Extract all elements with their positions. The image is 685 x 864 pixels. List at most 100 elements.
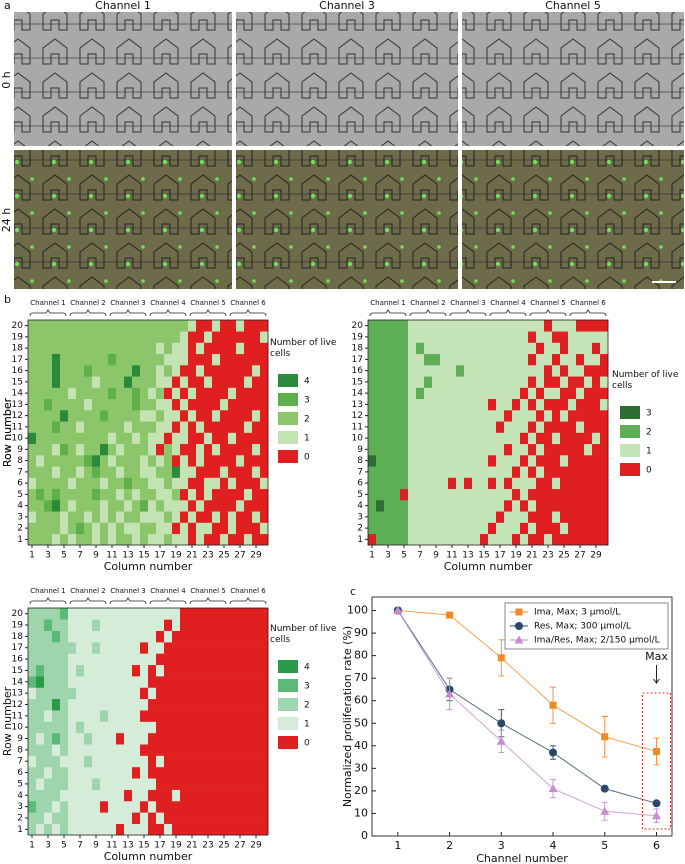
heatmap-cell [252,676,261,688]
heatmap-cell [480,398,489,411]
marker [445,689,455,698]
heatmap-cell [188,721,197,734]
heatmap-cell [116,398,125,411]
heatmap-cell [228,766,237,779]
legend-label: 2 [646,428,652,438]
heatmap-cell [92,331,101,343]
heatmap-cell [140,732,149,745]
legend-label: 1 [304,434,310,444]
heatmap-cell [44,676,53,688]
heatmap-cell [124,488,133,501]
heatmap-cell [28,511,37,523]
heatmap-cell [140,800,149,813]
heatmap-cell [44,710,53,722]
heatmap-cell [244,812,253,824]
heatmap-cell [244,455,253,467]
x-tick-label: 25 [558,551,569,561]
y-tick-label: 9 [357,445,363,455]
heatmap-cell [260,365,269,377]
heatmap-cell [544,398,553,411]
heatmap-cell [116,755,125,768]
heatmap-cell [188,342,197,355]
heatmap-cell [244,642,253,654]
heatmap-cell [28,398,37,411]
heatmap-cell [172,387,181,400]
heatmap-cell [196,698,205,711]
heatmap-cell [188,410,197,422]
heatmap-cell [244,410,253,422]
heatmap-cell [36,676,45,688]
heatmap-cell [456,522,465,535]
heatmap-cell [236,421,245,433]
heatmap-cell [228,619,237,631]
x-tick-label: 7 [417,551,423,561]
heatmap-cell [84,533,93,546]
heatmap-cell [172,721,181,734]
heatmap-cell [68,455,77,467]
group-label: Channel 3 [450,299,485,307]
heatmap-cell [212,653,221,666]
heatmap-cell [60,500,69,512]
heatmap-cell [536,320,545,332]
heatmap-cell [220,642,229,654]
heatmap-cell [60,630,69,643]
heatmap-cell [236,410,245,422]
heatmap-cell [560,511,569,523]
heatmap-cell [400,455,409,467]
heatmap-cell [172,664,181,677]
heatmap-cell [592,511,601,523]
heatmap-cell [188,744,197,756]
heatmap-cell [528,398,537,411]
heatmap-cell [212,410,221,422]
heatmap-cell [392,500,401,512]
heatmap-cell [76,320,85,332]
y-tick-label: 19 [352,332,364,342]
heatmap-cell [432,443,441,456]
heatmap-cell [92,800,101,813]
heatmap-cell [384,466,393,478]
heatmap-cell [504,443,513,456]
heatmap-cell [228,421,237,433]
heatmap-cell [204,778,213,790]
heatmap-cell [84,789,93,802]
heatmap-cell [156,421,165,433]
heatmap-cell [60,488,69,501]
heatmap-cell [164,376,173,388]
heatmap-cell [576,376,585,388]
heatmap-cell [92,778,101,790]
heatmap-cell [592,533,601,546]
heatmap-cell [408,443,417,456]
heatmap-cell [260,511,269,523]
x-tick-label: 25 [218,841,229,851]
heatmap-cell [124,653,133,666]
heatmap-cell [172,353,181,366]
heatmap-cell [260,533,269,546]
heatmap-cell [260,812,269,824]
legend-label: 2 [304,415,310,425]
heatmap-cell [132,800,141,813]
heatmap-cell [400,421,409,433]
marker [515,622,523,630]
row-title: 0 h [0,71,13,88]
heatmap-cell [252,653,261,666]
heatmap-cell [172,619,181,631]
heatmap-cell [472,522,481,535]
heatmap-cell [480,387,489,400]
heatmap-cell [140,376,149,388]
heatmap-cell [252,778,261,790]
heatmap-cell [464,353,473,366]
heatmap-cell [204,710,213,722]
heatmap-cell [172,812,181,824]
heatmap-cell [60,421,69,433]
heatmap-cell [520,488,529,501]
heatmap-cell [204,432,213,445]
marker [515,608,523,616]
heatmap-cell [472,511,481,523]
heatmap-cell [172,642,181,654]
heatmap-cell [44,687,53,700]
heatmap-cell [172,823,181,836]
heatmap-cell [244,421,253,433]
y-tick-label: 3 [17,802,23,812]
y-tick-label: 16 [12,366,24,376]
